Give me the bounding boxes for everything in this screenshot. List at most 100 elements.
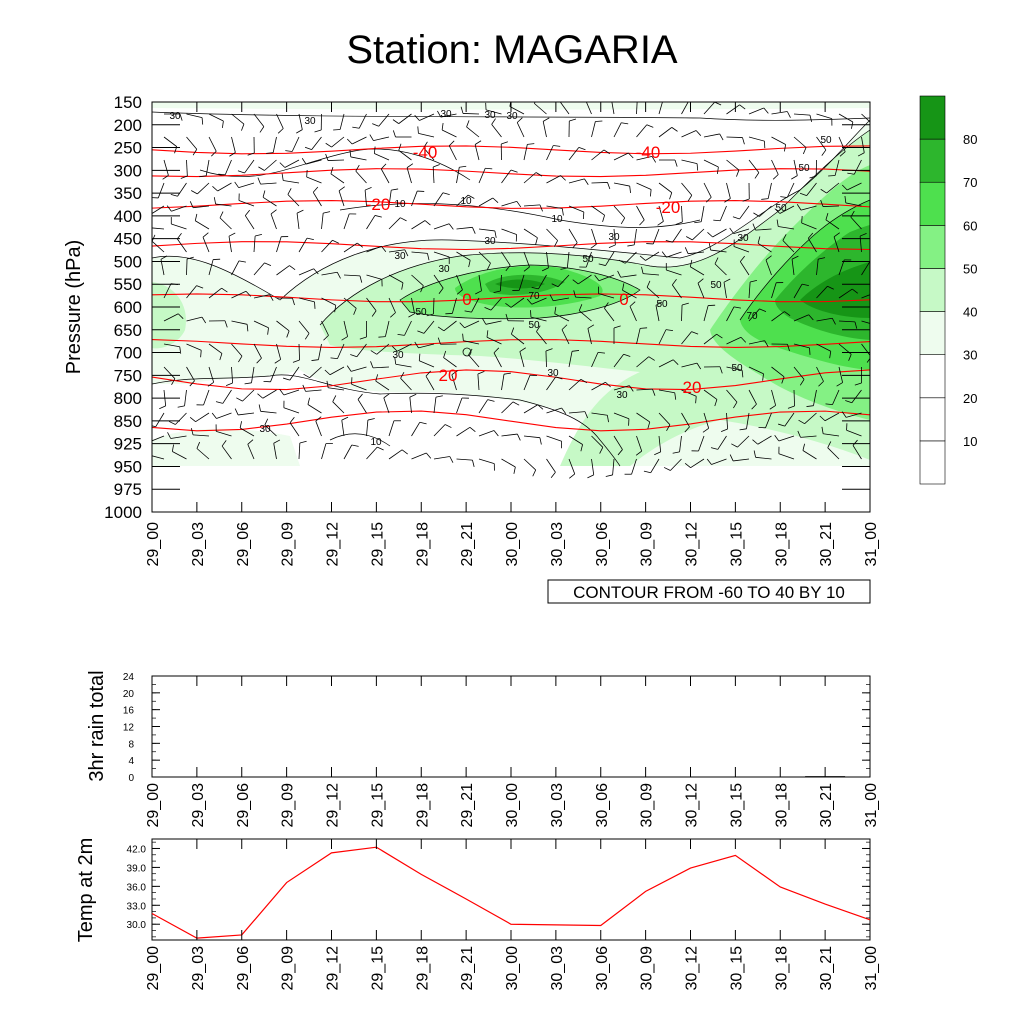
humidity-contour-labels: 30 30 30 30 30 50 10 10 10 30 30 50 30 50 30 30 50 50 70 50… [169, 109, 832, 448]
wind-barb [298, 237, 308, 253]
wind-barb-flag [620, 217, 626, 225]
wind-barb-flag [167, 432, 172, 439]
time-tick-label: 29_03 [190, 946, 207, 991]
wind-barb [861, 113, 870, 123]
wind-barb [698, 435, 705, 452]
wind-barb-flag [512, 401, 520, 406]
wind-barb [366, 420, 369, 437]
colorbar-box [919, 397, 946, 442]
wind-barb-flag [371, 310, 377, 317]
wind-barb-flag [219, 353, 223, 361]
wind-barb-flag [806, 405, 814, 407]
wind-barb [655, 305, 660, 322]
wind-barb [717, 435, 727, 450]
wind-barb [356, 343, 367, 358]
wind-barb [276, 113, 284, 129]
wind-barb [636, 182, 652, 190]
wind-barb [186, 366, 195, 382]
wind-barb-flag [827, 441, 832, 448]
temp-contour-label: 20 [683, 378, 702, 397]
rh-line-50 [399, 264, 641, 320]
wind-barb-flag [222, 120, 224, 129]
wind-barb-flag [720, 428, 728, 432]
wind-barb-flag [477, 371, 485, 375]
rh-line-30a [152, 111, 870, 121]
wind-barb-flag [474, 140, 482, 145]
wind-barb [765, 412, 772, 428]
wind-barb [321, 271, 338, 276]
wind-barb [283, 407, 300, 414]
wind-barb [681, 331, 692, 345]
wind-barb-flag [400, 371, 405, 379]
wind-barb-flag [527, 143, 535, 145]
wind-barb [321, 297, 336, 306]
wind-barb-flag [350, 354, 358, 358]
wind-barb [262, 389, 277, 399]
wind-barb-flag [372, 123, 379, 127]
wind-barb-flag [369, 134, 374, 141]
wind-barb [176, 238, 187, 253]
wind-barb [679, 435, 682, 452]
wind-barb-flag [621, 122, 629, 125]
wind-barb [726, 389, 738, 403]
wind-barb-flag [238, 355, 243, 363]
wind-barb-flag [857, 152, 865, 157]
wind-barb [658, 329, 667, 345]
wind-barb-flag [648, 356, 655, 361]
wind-barb [208, 366, 215, 383]
wind-barb [375, 380, 390, 391]
wind-barb-flag [296, 129, 303, 134]
wind-barb-flag [201, 117, 204, 125]
wind-barb [409, 397, 412, 414]
wind-barb [622, 289, 637, 299]
wind-barb [499, 274, 502, 291]
wind-barb [765, 259, 772, 276]
wind-barb [807, 238, 817, 253]
wind-barb-flag [338, 186, 345, 192]
wind-barb-flag [493, 347, 500, 354]
wind-barb-flag [796, 204, 802, 211]
wind-barb [418, 343, 435, 349]
wind-barb [824, 412, 840, 422]
wind-barb [613, 152, 629, 161]
wind-barb [440, 113, 457, 118]
wind-barb [612, 458, 615, 475]
time-tick-label: 29_15 [369, 783, 386, 828]
wind-barb [157, 182, 165, 199]
wind-barb-flag [462, 333, 464, 341]
wind-barb-flag [491, 118, 496, 125]
wind-barb-flag [426, 452, 432, 459]
wind-barb-flag [655, 301, 663, 306]
wind-barb-flag [759, 308, 767, 313]
wind-barb [456, 194, 469, 207]
wind-barb [666, 251, 682, 258]
wind-barb-flag [352, 126, 360, 129]
wind-barb [228, 236, 232, 253]
wind-barb [451, 374, 457, 391]
wind-barb [681, 362, 698, 368]
wind-barb [645, 251, 660, 261]
wind-barb-flag [312, 186, 319, 193]
pressure-tick-label: 600 [114, 298, 142, 317]
time-tick-label: 30_15 [728, 522, 745, 567]
wind-barb [850, 216, 862, 230]
wind-barb-flag [799, 192, 807, 196]
wind-barb-flag [584, 178, 589, 185]
wind-barb-flag [809, 115, 813, 123]
wind-barb-flag [468, 348, 473, 356]
wind-barb-flag [587, 474, 594, 479]
wind-barb [733, 228, 750, 235]
chart-title: Station: MAGARIA [346, 28, 678, 72]
wind-barb-flag [192, 149, 198, 156]
wind-barb-flag [244, 209, 251, 216]
wind-barb-flag [444, 424, 452, 428]
wind-barb-flag [833, 232, 840, 238]
wind-barb-flag [669, 192, 673, 200]
wind-barb [171, 205, 187, 212]
wind-barb-flag [493, 430, 499, 437]
wind-barb [530, 316, 547, 322]
wind-barb [757, 242, 772, 253]
wind-barb-flag [691, 331, 699, 335]
wind-barb-flag [286, 330, 290, 338]
wind-barb-flag [247, 152, 255, 156]
